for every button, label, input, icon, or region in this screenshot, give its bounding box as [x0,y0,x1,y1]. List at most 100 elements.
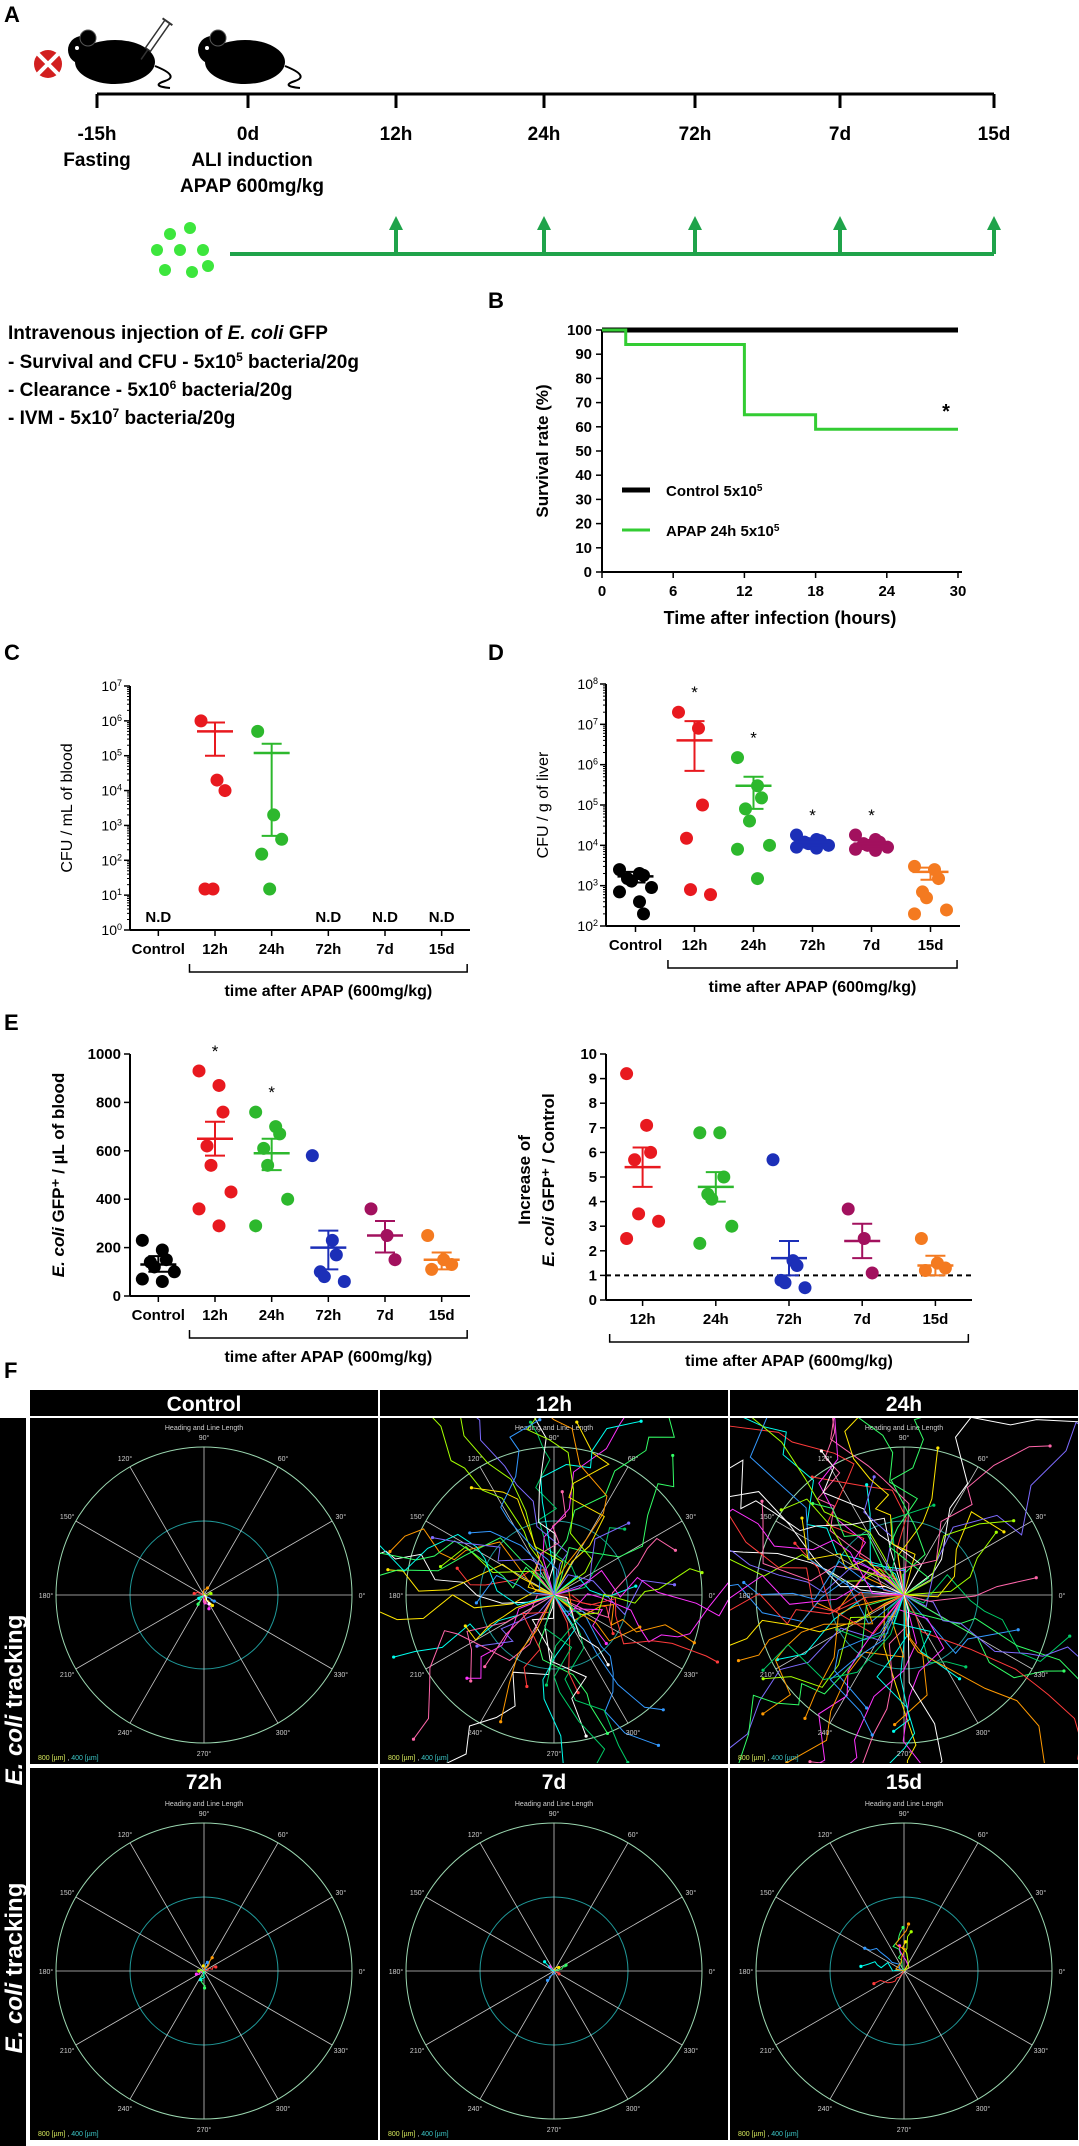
f-track-end [497,1367,500,1370]
chartC-data-point [210,773,224,787]
f-track-end [700,1571,704,1575]
chartD-data-point [763,838,776,852]
chartD-significance-star: * [809,806,816,825]
chartD-tick-base: 10 [577,797,593,813]
chartD-y-tick-label: 108 [577,676,598,692]
chartE2-bracket [608,1334,970,1343]
f-scale-legend: 800 [µm] , 400 [µm] [738,2131,799,2138]
f-track-end [564,1963,568,1967]
timeline-label: 7d [829,124,851,145]
f-scale-sep: , [65,2131,71,2138]
chartE2-x-tick-label: 15d [922,1311,948,1328]
f-track-end [469,1679,473,1683]
f-track-line [542,1594,576,1763]
chartE1-y-tick-label: 0 [113,1288,121,1305]
f-tile-title: Control [167,1393,242,1416]
f-angle-label: 90° [199,1434,210,1442]
f-spoke [425,1520,555,1596]
f-scale-inner: 400 [µm] [421,2131,448,2138]
f-polar-clip [380,1354,728,1763]
f-track-end [901,1925,905,1930]
f-track-line [730,1550,905,1596]
chartD-x-tick-label: 12h [682,937,708,954]
f-track-end [392,1655,396,1659]
f-angle-label: 210° [60,2047,75,2055]
f-scale-sep: , [65,1755,71,1762]
chartD-data-point [613,885,626,899]
e1-y-label-species: E. coli [49,1226,68,1277]
f-track-end [542,1960,547,1964]
chartE2-data-point [798,1281,812,1295]
f-angle-label: 270° [897,1750,912,1758]
chartE2-y-tick-label: 9 [589,1071,597,1088]
f-spoke [775,1520,905,1596]
f-track-end [207,1607,211,1611]
chartD-tick-exp: 8 [593,676,598,686]
f-spoke [129,1842,205,1972]
f-track-line [553,1569,728,1617]
f-spoke [203,1970,333,2046]
b-legend-label: APAP 24h 5x105 [666,523,780,541]
f-angle-label: 30° [1036,1889,1047,1897]
chartE1-data-point [317,1270,331,1284]
f-angle-label: 240° [818,1729,833,1737]
f-track-line [873,1970,905,1985]
f-spoke [479,1842,555,1972]
f-side-bar [0,1418,26,2146]
f-angle-label: 240° [468,2105,483,2113]
f-tracks [194,1956,218,1990]
chartE1-data-point [421,1229,435,1242]
chartC-y-tick-label: 103 [101,817,122,833]
f-track-line [876,1594,916,1763]
f-scale-legend: 800 [µm] , 400 [µm] [388,2131,449,2138]
chartE1-x-tick-label: Control [132,1307,185,1324]
f-track-end [673,1548,678,1552]
f-spoke [479,1970,555,2100]
f-track-line [903,1531,997,1596]
f-track-line [903,1594,1064,1679]
chartC-data-point [218,784,232,798]
chartC-nd-label: N.D [315,909,341,926]
f-track-end [1002,1530,1006,1534]
chartD-data-point [731,751,744,765]
protocol-exponent: 5 [236,350,243,364]
chartD-x-tick-label: Control [609,937,662,954]
f-track-line [380,1588,555,1621]
chartC-y-tick-label: 106 [101,713,122,729]
f-track-line [730,1594,905,1646]
timeline-sublabel: APAP 600mg/kg [180,176,324,197]
chartE1-data-point [273,1127,287,1141]
f-spoke [75,1594,205,1670]
f-track-line [553,1594,718,1663]
f-track-line [849,1594,917,1763]
f-track-end [639,1419,643,1423]
f-track-end [444,1354,447,1357]
f-track-line [476,1418,569,1596]
f-scale-outer: 800 [µm] [38,1755,65,1762]
f-angle-label: 300° [276,2105,291,2113]
protocol-exponent: 6 [170,378,177,392]
f-track-line [553,1594,579,1693]
timeline-sublabel: Fasting [63,150,131,171]
f-track-line [544,1961,555,1972]
f-track-line [553,1586,695,1644]
f-track-end [870,1733,874,1737]
gfp-blood-chart: 0 200 400 600 800 1000 Control 12h 24h 72h 7d 15d ti… [49,1042,470,1366]
f-track-end [1012,1519,1016,1523]
chartD-significance-star: * [691,683,698,702]
f-track-end [560,1490,564,1494]
f-track-end [438,1564,443,1569]
protocol-exponent: 7 [113,406,120,420]
f-track-end [430,1535,435,1540]
f-side-label-bottom: E. coli tracking [1,1883,28,2054]
chartE1-y-tick-label: 400 [96,1191,121,1208]
chartD-data-point [908,907,921,921]
timeline-ticks [95,94,996,108]
chartD-significance-star: * [868,806,875,825]
f-angle-label: 120° [468,1831,483,1839]
f-track-line [432,1537,555,1596]
f-track-end [545,1978,550,1982]
f-track-line [540,1420,642,1595]
f-spoke [75,1520,205,1596]
